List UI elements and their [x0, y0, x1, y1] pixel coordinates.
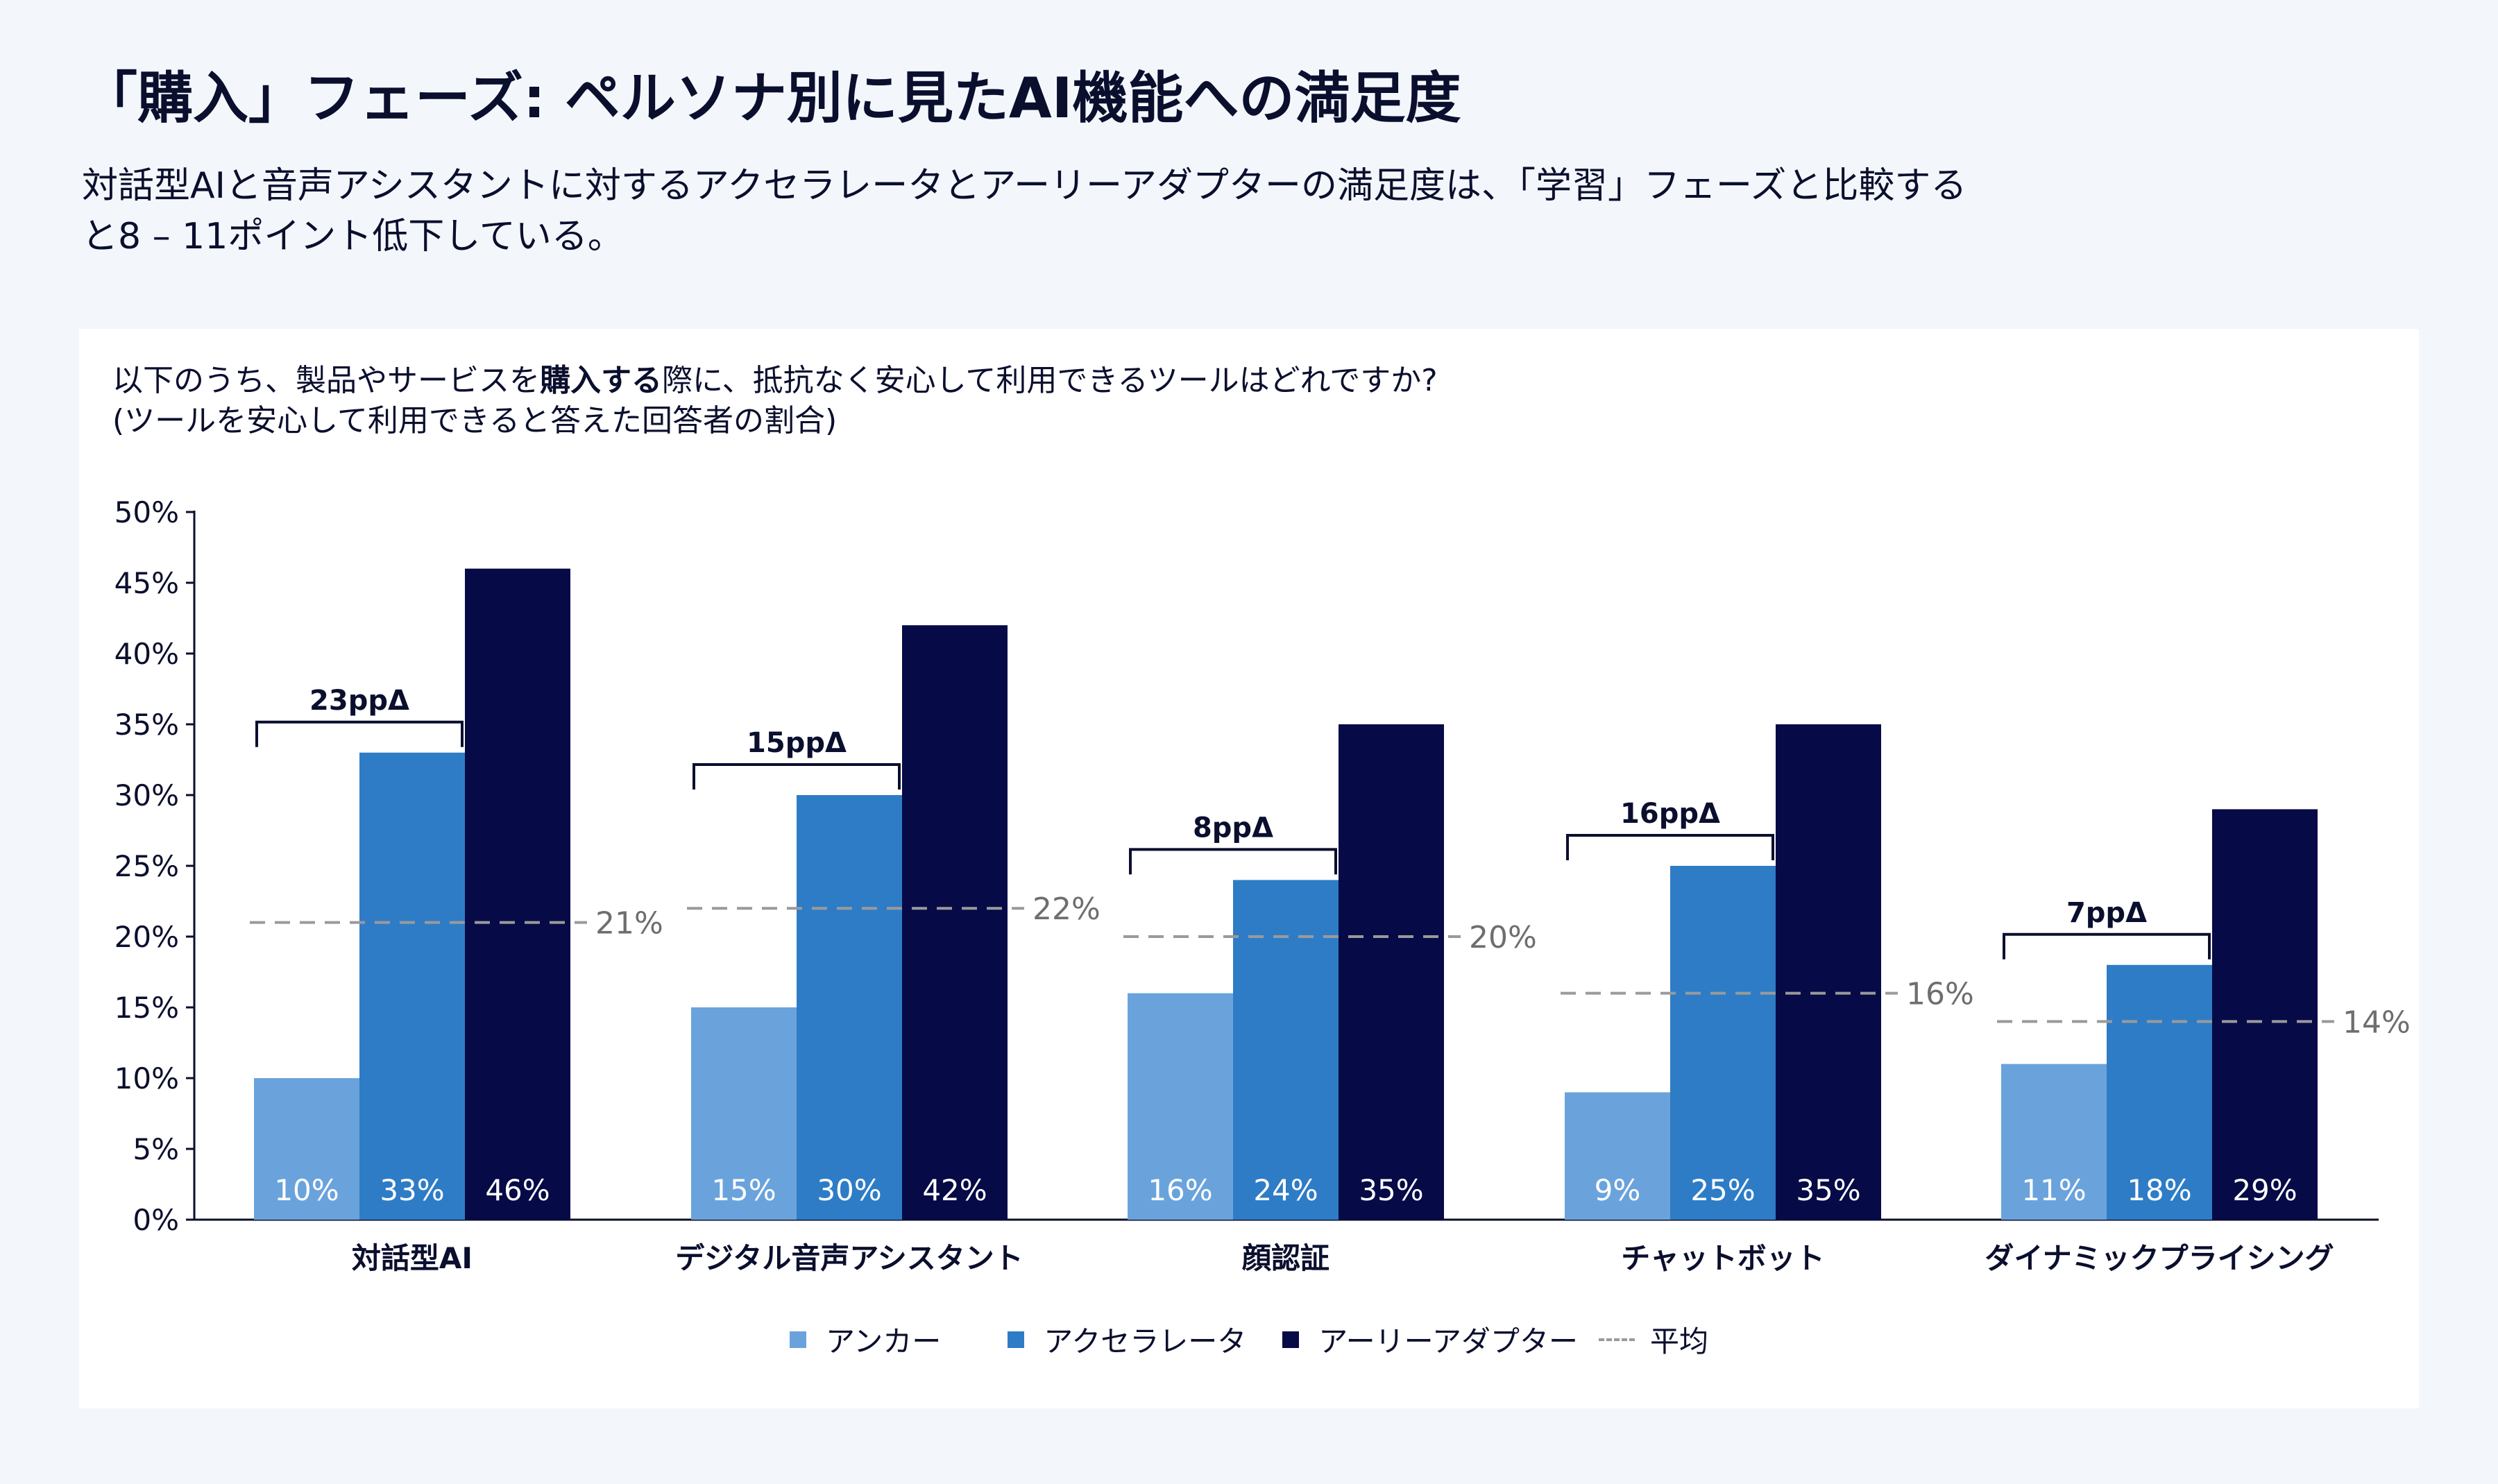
y-tick-label: 30% — [114, 778, 179, 812]
bar-anchor — [254, 1078, 359, 1220]
question-text-end: 際に、抵抗なく安心して利用できるツールはどれですか? — [662, 363, 1438, 398]
delta-bracket — [693, 763, 901, 790]
bar-anchor — [1565, 1092, 1670, 1220]
x-category-label: デジタル音声アシスタント — [675, 1241, 1023, 1275]
bar-value-label: 42% — [922, 1173, 987, 1207]
bar-value-label: 30% — [817, 1173, 881, 1207]
legend-swatch-anchor — [789, 1331, 806, 1348]
y-tick-label: 40% — [114, 637, 179, 671]
y-tick-label: 5% — [133, 1132, 179, 1166]
bar-value-label: 35% — [1359, 1173, 1423, 1207]
bar-accelerator — [359, 752, 465, 1220]
legend-item-early-adopter: アーリーアダプター — [1282, 1318, 1578, 1361]
x-category-label: チャットボット — [1621, 1241, 1825, 1275]
y-tick-label: 50% — [114, 495, 179, 529]
delta-label: 23ppΔ — [309, 685, 409, 717]
average-label: 20% — [1469, 920, 1537, 955]
x-category-label: 対話型AI — [352, 1241, 473, 1275]
legend-swatch-accelerator — [1008, 1331, 1025, 1348]
delta-label: 16ppΔ — [1620, 798, 1720, 830]
survey-question: 以下のうち、製品やサービスを購入する際に、抵抗なく安心して利用できるツールはどれ… — [112, 361, 1986, 441]
bar-early-adopter — [1339, 724, 1444, 1220]
y-tick-label: 25% — [114, 849, 179, 883]
legend-label-anchor: アンカー — [825, 1324, 942, 1358]
bar-accelerator — [1670, 866, 1776, 1220]
delta-bracket — [255, 720, 464, 747]
y-tick-label: 35% — [114, 708, 179, 742]
question-text-bold: 購入する — [540, 363, 662, 398]
delta-label: 8ppΔ — [1193, 812, 1273, 844]
legend-label-accelerator: アクセラレータ — [1044, 1324, 1247, 1358]
average-label: 21% — [595, 906, 663, 941]
bar-value-label: 33% — [380, 1173, 444, 1207]
bar-early-adopter — [465, 568, 570, 1220]
bar-early-adopter — [902, 625, 1008, 1220]
bar-value-label: 10% — [274, 1173, 339, 1207]
y-tick-label: 15% — [114, 991, 179, 1025]
legend-item-accelerator: アクセラレータ — [1008, 1318, 1246, 1361]
legend-item-anchor: アンカー — [789, 1318, 942, 1361]
chart-legend: アンカー アクセラレータ アーリーアダプター 平均 — [0, 1318, 2498, 1361]
y-tick-label: 45% — [114, 566, 179, 600]
question-text-start: 以下のうち、製品やサービスを — [112, 363, 540, 398]
delta-bracket — [1566, 834, 1774, 860]
bar-value-label: 35% — [1796, 1173, 1860, 1207]
x-category-label: ダイナミックプライシング — [1985, 1241, 2334, 1275]
bar-anchor — [2001, 1064, 2107, 1220]
bar-value-label: 46% — [485, 1173, 550, 1207]
x-category-label: 顔認証 — [1242, 1241, 1329, 1275]
average-label: 14% — [2343, 1005, 2411, 1040]
question-line-1: 以下のうち、製品やサービスを購入する際に、抵抗なく安心して利用できるツールはどれ… — [112, 361, 1986, 401]
bar-value-label: 29% — [2232, 1173, 2297, 1207]
bar-value-label: 25% — [1690, 1173, 1755, 1207]
bar-anchor — [691, 1007, 797, 1220]
delta-bracket — [1129, 848, 1337, 875]
bar-value-label: 18% — [2127, 1173, 2191, 1207]
bar-value-label: 24% — [1253, 1173, 1318, 1207]
question-line-2: (ツールを安心して利用できると答えた回答者の割合) — [112, 403, 838, 439]
legend-label-early-adopter: アーリーアダプター — [1318, 1324, 1579, 1358]
bar-accelerator — [2107, 964, 2212, 1220]
delta-label: 7ppΔ — [2066, 897, 2147, 929]
bar-anchor — [1128, 993, 1233, 1220]
y-tick-label: 10% — [114, 1061, 179, 1095]
bar-value-label: 9% — [1595, 1173, 1641, 1207]
bar-early-adopter — [2212, 809, 2318, 1220]
average-label: 16% — [1906, 977, 1974, 1012]
y-tick-label: 0% — [133, 1203, 179, 1237]
y-tick-label: 20% — [114, 920, 179, 954]
legend-swatch-average — [1599, 1338, 1635, 1341]
bar-value-label: 15% — [711, 1173, 776, 1207]
page-subtitle: 対話型AIと音声アシスタントに対するアクセラレータとアーリーアダプターの満足度は… — [82, 165, 1967, 257]
legend-item-average: 平均 — [1599, 1318, 1708, 1361]
legend-label-average: 平均 — [1650, 1324, 1709, 1358]
legend-swatch-early-adopter — [1282, 1331, 1300, 1348]
bar-accelerator — [1233, 880, 1339, 1220]
bar-early-adopter — [1776, 724, 1881, 1220]
bar-value-label: 16% — [1148, 1173, 1212, 1207]
delta-bracket — [2003, 932, 2211, 960]
page-title: 「購入」フェーズ: ペルソナ別に見たAI機能への満足度 — [82, 66, 1461, 130]
average-label: 22% — [1033, 892, 1101, 927]
bar-accelerator — [797, 795, 902, 1220]
delta-label: 15ppΔ — [747, 727, 847, 759]
bar-value-label: 11% — [2021, 1173, 2086, 1207]
